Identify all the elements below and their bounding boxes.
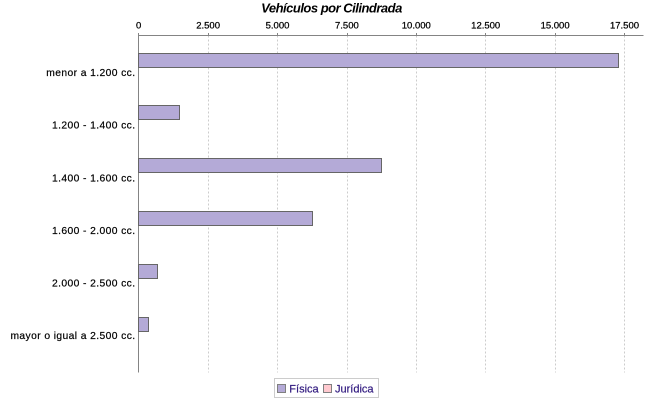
svg-text:mayor o igual a 2.500 cc.: mayor o igual a 2.500 cc. [10, 331, 135, 342]
svg-text:1.400 - 1.600 cc.: 1.400 - 1.600 cc. [52, 173, 136, 184]
svg-text:2.000 - 2.500 cc.: 2.000 - 2.500 cc. [52, 279, 136, 290]
svg-text:Jurídica: Jurídica [335, 383, 374, 395]
svg-text:2.500: 2.500 [196, 21, 220, 32]
svg-text:1.600 - 2.000 cc.: 1.600 - 2.000 cc. [52, 226, 136, 237]
svg-text:17.500: 17.500 [610, 21, 639, 32]
svg-text:Física: Física [289, 383, 319, 395]
svg-text:menor a 1.200 cc.: menor a 1.200 cc. [46, 68, 135, 79]
svg-text:15.000: 15.000 [541, 21, 570, 32]
svg-text:Vehículos por Cilindrada: Vehículos por Cilindrada [261, 1, 402, 16]
svg-text:10.000: 10.000 [402, 21, 431, 32]
svg-text:5.000: 5.000 [266, 21, 290, 32]
svg-text:0: 0 [136, 21, 141, 32]
svg-text:7.500: 7.500 [335, 21, 359, 32]
svg-text:1.200 - 1.400 cc.: 1.200 - 1.400 cc. [52, 121, 136, 132]
svg-text:12.500: 12.500 [471, 21, 500, 32]
